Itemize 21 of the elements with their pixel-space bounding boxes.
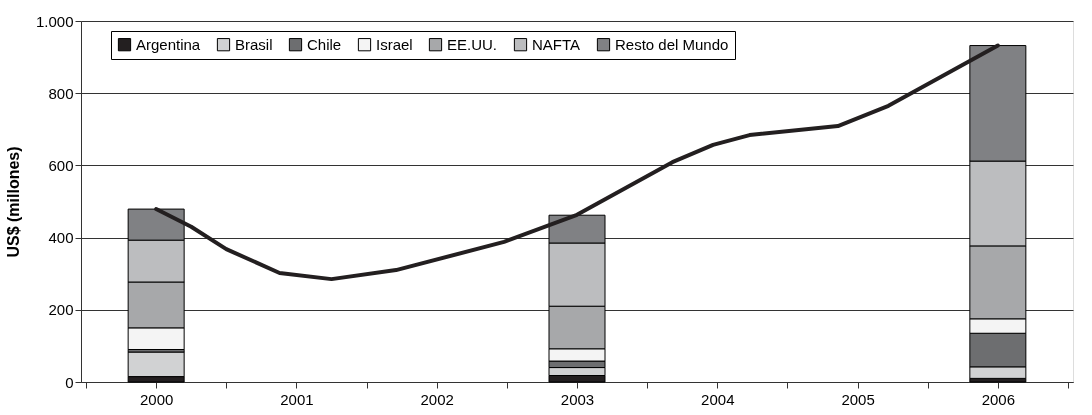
x-tick-label: 2005 [841, 390, 875, 408]
x-tick-label: 2003 [560, 390, 595, 408]
y-tick-label: 400 [48, 229, 74, 247]
legend-label: Israel [376, 35, 413, 53]
x-tick-label: 2004 [701, 390, 735, 408]
y-tick-label: 200 [48, 301, 74, 319]
legend-label: Chile [307, 35, 342, 53]
y-axis-title: US$ (millones) [4, 146, 22, 258]
x-tick-label: 2002 [420, 390, 454, 408]
x-tick-label: 2001 [280, 390, 314, 408]
x-tick-label: 2000 [139, 390, 174, 408]
legend-label: EE.UU. [447, 35, 498, 53]
y-tick-label: 600 [48, 156, 74, 174]
legend-label: NAFTA [532, 35, 581, 53]
legend-label: Argentina [136, 35, 201, 53]
y-tick-label: 0 [65, 373, 74, 391]
legend-label: Brasil [235, 35, 273, 53]
y-tick-label: 800 [48, 84, 74, 102]
legend-label: Resto del Mundo [615, 35, 729, 53]
y-tick-label: 1.000 [35, 12, 74, 30]
x-tick-label: 2006 [981, 390, 1016, 408]
